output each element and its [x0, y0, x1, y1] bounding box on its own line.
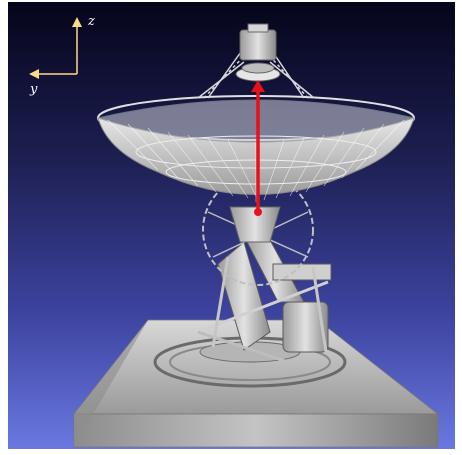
subreflector	[235, 23, 281, 82]
telescope-mount	[197, 174, 332, 364]
axis-gizmo	[29, 17, 82, 79]
base-platform	[73, 319, 440, 448]
telescope-model[interactable]	[8, 2, 455, 449]
boresight-arrow	[251, 80, 265, 216]
reflector-dish	[96, 95, 416, 243]
z-axis-label: z	[88, 14, 95, 29]
3d-viewport[interactable]: z y	[8, 2, 455, 449]
y-axis-label: y	[30, 82, 38, 97]
